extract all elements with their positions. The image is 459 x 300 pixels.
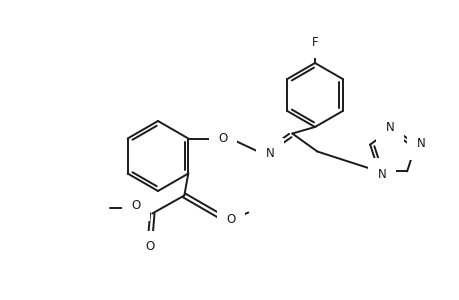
- Text: O: O: [146, 240, 155, 253]
- Text: N: N: [415, 137, 424, 150]
- Text: O: O: [226, 213, 235, 226]
- Text: N: N: [385, 121, 393, 134]
- Text: N: N: [377, 168, 386, 181]
- Text: F: F: [311, 35, 318, 49]
- Text: O: O: [131, 199, 140, 212]
- Text: O: O: [218, 132, 228, 145]
- Text: N: N: [265, 147, 274, 160]
